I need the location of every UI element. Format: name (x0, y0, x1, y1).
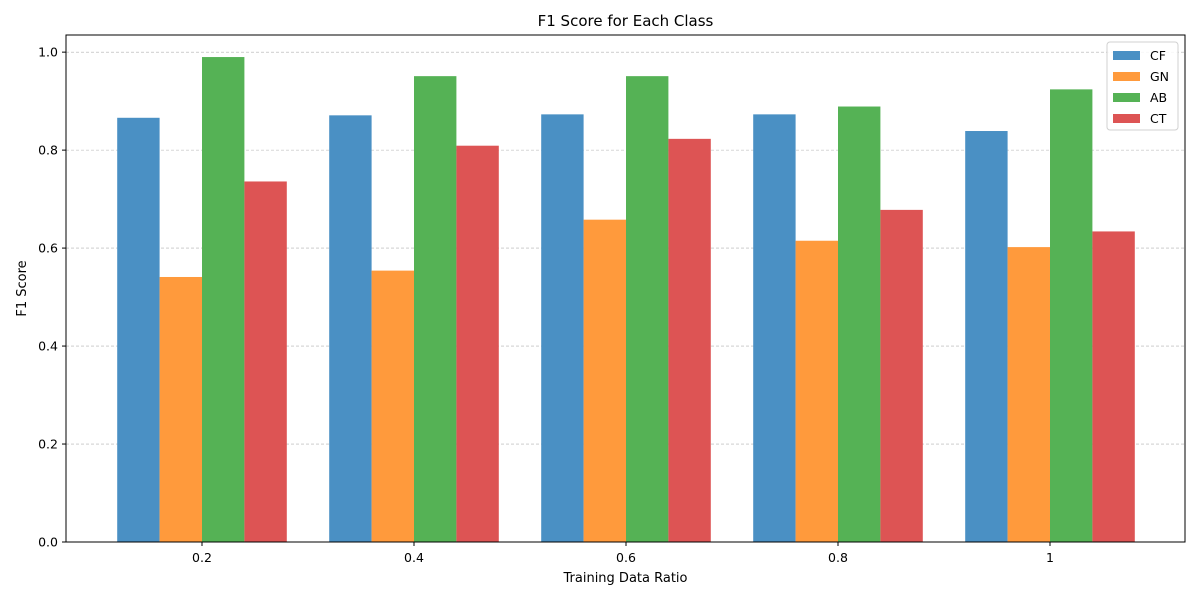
legend: CF GN AB CT (1106, 41, 1179, 131)
y-axis-title: F1 Score (15, 260, 30, 316)
legend-label-cf: CF (1150, 48, 1166, 63)
legend-swatch-ab (1113, 93, 1140, 102)
y-tick-label: 0.2 (38, 437, 58, 452)
legend-label-ct: CT (1150, 111, 1167, 126)
y-tick-label: 0.6 (38, 241, 58, 256)
x-axis: 0.2 0.4 0.6 0.8 1 (192, 542, 1054, 565)
bar-gn-0.6 (583, 219, 626, 543)
x-tick-label: 0.6 (616, 550, 636, 565)
bar-ct-1 (1092, 231, 1135, 542)
x-tick-label: 0.8 (828, 550, 848, 565)
bar-cf-0.8 (753, 114, 796, 543)
bar-gn-1 (1007, 247, 1050, 542)
y-tick-label: 0.4 (38, 339, 58, 354)
bar-cf-1 (965, 131, 1008, 542)
x-tick-label: 0.4 (404, 550, 424, 565)
bars (117, 57, 1135, 543)
bar-ct-0.6 (668, 138, 711, 542)
y-axis: 0.0 0.2 0.4 0.6 0.8 1.0 (38, 45, 66, 550)
bar-cf-0.6 (541, 114, 584, 543)
bar-ab-0.2 (202, 57, 245, 542)
bar-cf-0.2 (117, 117, 160, 542)
bar-ct-0.2 (244, 181, 287, 542)
bar-ct-0.4 (456, 145, 499, 542)
bar-ab-1 (1050, 89, 1093, 543)
bar-gn-0.2 (159, 276, 202, 542)
bar-ct-0.8 (880, 209, 923, 542)
legend-label-gn: GN (1150, 69, 1169, 84)
bar-ab-0.6 (626, 76, 669, 542)
legend-swatch-ct (1113, 114, 1140, 123)
bar-gn-0.8 (795, 240, 838, 542)
legend-box (1106, 41, 1179, 131)
bar-cf-0.4 (329, 115, 372, 542)
y-tick-label: 0.0 (38, 535, 58, 550)
legend-label-ab: AB (1150, 90, 1167, 105)
legend-swatch-gn (1113, 72, 1140, 81)
x-axis-title: Training Data Ratio (563, 571, 688, 586)
bar-ab-0.4 (414, 76, 457, 542)
bar-gn-0.4 (371, 270, 414, 542)
x-tick-label: 1 (1046, 550, 1054, 565)
legend-swatch-cf (1113, 51, 1140, 60)
x-tick-label: 0.2 (192, 550, 212, 565)
chart-title: F1 Score for Each Class (538, 12, 714, 30)
y-tick-label: 0.8 (38, 143, 58, 158)
y-tick-label: 1.0 (38, 45, 58, 60)
bar-ab-0.8 (838, 106, 881, 543)
